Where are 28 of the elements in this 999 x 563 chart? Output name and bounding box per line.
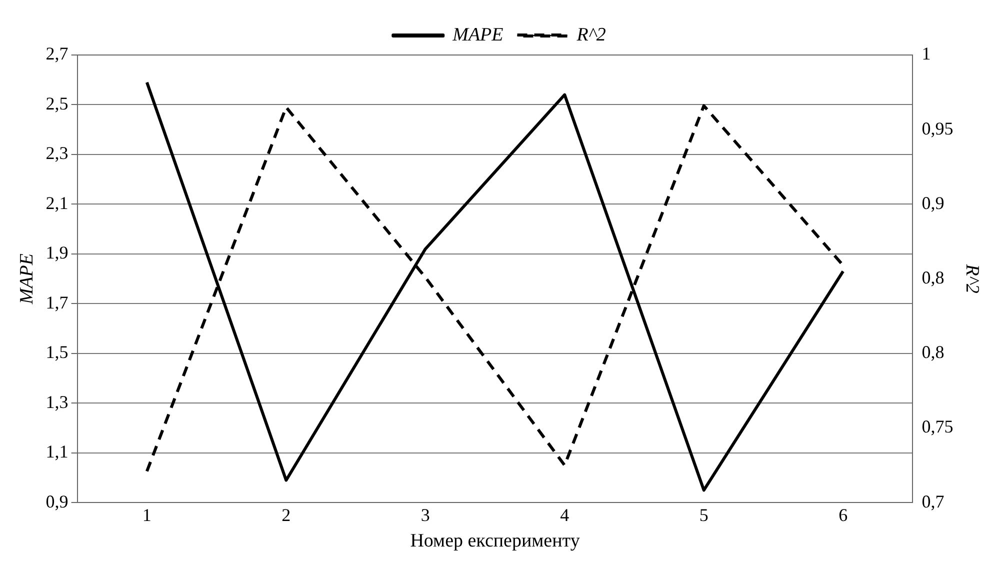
y-tick-label: 1,1 [46,442,68,462]
y-tick-label: 1,3 [46,392,68,412]
y2-tick-label: 0,8 [922,268,944,288]
y-tick-label: 0,9 [46,491,68,512]
y2-tick-label: 1 [922,44,931,64]
y-tick-label: 2,7 [46,44,68,64]
x-tick-label: 6 [838,505,848,526]
y-tick-label: 1,5 [46,342,68,362]
y2-tick-label: 0,95 [922,118,954,138]
y-tick-label: 2,3 [46,143,68,164]
y-tick-label: 1,7 [46,292,68,312]
x-tick-label: 4 [560,505,570,526]
y2-tick-label: 0,9 [922,192,944,213]
x-axis-title: Номер експерименту [410,530,580,552]
y2-tick-label: 0,7 [922,491,944,512]
x-tick-label: 2 [282,505,291,526]
x-tick-label: 3 [420,505,430,526]
x-tick-label: 1 [142,505,152,526]
y-tick-label: 2,1 [46,192,68,213]
legend-label: MAPE [452,24,504,46]
y2-tick-label: 0,75 [922,416,954,437]
y2-axis-title: R^2 [962,263,983,294]
y-axis-title: MAPE [16,253,38,306]
y-tick-label: 2,5 [46,93,68,114]
legend-label: R^2 [576,24,606,46]
y2-tick-label: 0,8 [922,342,944,362]
x-tick-label: 5 [699,505,708,526]
y-tick-label: 1,9 [46,242,68,263]
